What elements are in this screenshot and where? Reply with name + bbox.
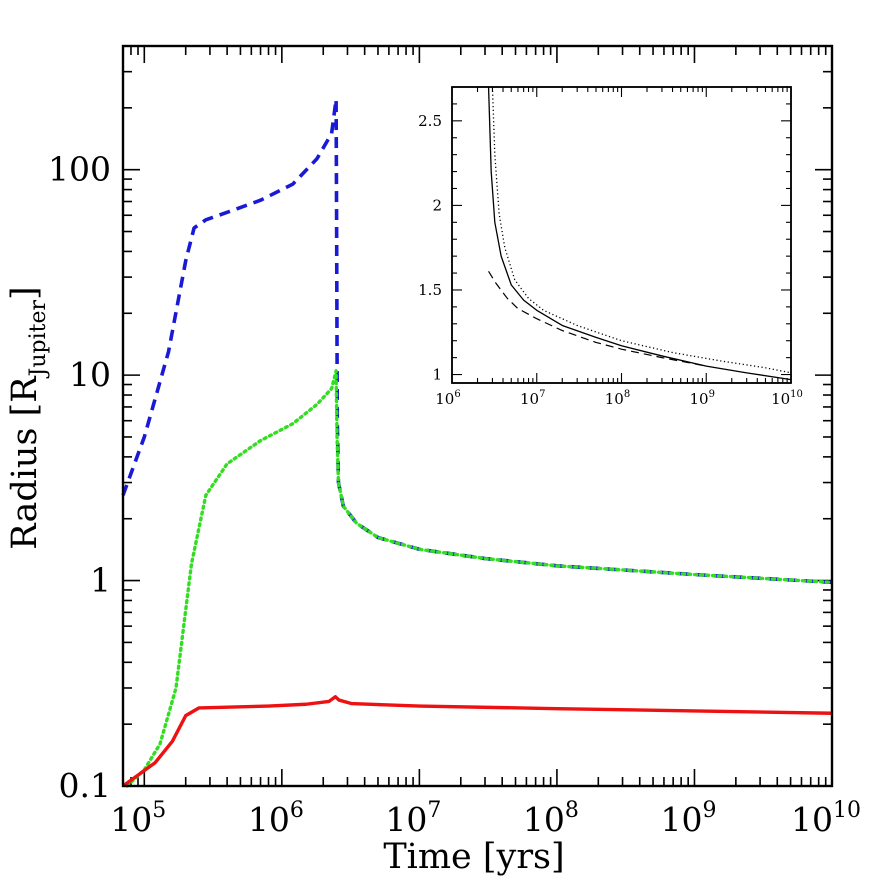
y-tick-label: 1.5 — [418, 281, 442, 299]
main-series-group — [121, 97, 834, 788]
y-axis-label: Radius [RJupiter] — [5, 286, 51, 549]
y-axis-label-main: Radius [R — [5, 375, 45, 550]
x-tick-label: 105 — [110, 798, 166, 839]
y-axis-label-close: ] — [5, 286, 45, 300]
y-tick-label: 1 — [90, 561, 111, 600]
inset-plot-border — [451, 86, 792, 384]
main-tick-labels: 105 106 107 108 109 1010 0.1 1 10 100 — [48, 150, 861, 839]
y-tick-label: 100 — [48, 150, 111, 189]
y-tick-label: 2 — [432, 196, 442, 214]
x-tick-label: 108 — [605, 389, 630, 408]
inset-series-dashed-line — [488, 271, 707, 367]
x-tick-label: 108 — [523, 798, 579, 839]
x-tick-label: 1010 — [791, 798, 861, 839]
y-tick-label: 1 — [432, 366, 442, 384]
y-tick-label: 2.5 — [418, 112, 442, 130]
inset-tick-labels: 106 107 108 109 1010 1 1.5 2 2.5 — [418, 112, 803, 408]
main-tick-marks — [122, 45, 833, 787]
inset-chart: 106 107 108 109 1010 1 1.5 2 2.5 — [418, 86, 803, 408]
inset-series-dotted-line — [491, 86, 792, 374]
x-axis-label: Time [yrs] — [383, 837, 564, 877]
x-tick-label: 109 — [660, 798, 716, 839]
x-tick-label: 1010 — [771, 389, 803, 408]
x-tick-label: 107 — [520, 389, 545, 408]
inset-series-group — [487, 86, 792, 381]
main-plot-frame — [121, 44, 834, 788]
x-tick-label: 107 — [385, 798, 441, 839]
main-series-solid-line — [122, 695, 833, 788]
main-series-dotted-line — [125, 369, 834, 788]
x-tick-label: 106 — [435, 389, 460, 408]
inset-tick-marks — [451, 86, 792, 383]
x-tick-label: 106 — [248, 798, 304, 839]
y-tick-label: 0.1 — [59, 766, 111, 805]
y-axis-label-subscript: Jupiter — [26, 299, 51, 378]
x-tick-label: 109 — [690, 389, 715, 408]
y-tick-label: 10 — [69, 355, 111, 394]
